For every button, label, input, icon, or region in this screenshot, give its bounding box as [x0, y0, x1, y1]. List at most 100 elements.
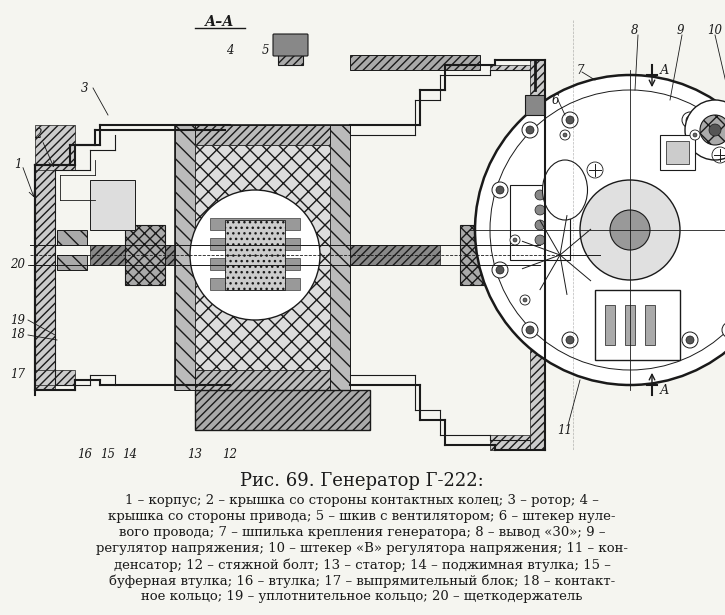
Circle shape: [722, 322, 725, 338]
Text: 7: 7: [576, 63, 584, 76]
Circle shape: [700, 115, 725, 145]
Bar: [175, 370, 350, 390]
Circle shape: [566, 116, 574, 124]
Circle shape: [535, 205, 545, 215]
Text: 4: 4: [226, 44, 233, 57]
Text: крышка со стороны привода; 5 – шкив с вентилятором; 6 – штекер нуле-: крышка со стороны привода; 5 – шкив с ве…: [108, 510, 616, 523]
Circle shape: [496, 186, 504, 194]
Circle shape: [686, 336, 694, 344]
Bar: [35, 125, 75, 170]
Circle shape: [722, 122, 725, 138]
Circle shape: [545, 240, 575, 270]
Circle shape: [526, 126, 534, 134]
Circle shape: [610, 210, 650, 250]
Circle shape: [523, 298, 527, 302]
Text: 17: 17: [10, 368, 25, 381]
Bar: [225, 220, 285, 290]
Bar: [175, 125, 195, 390]
Bar: [530, 60, 545, 450]
Circle shape: [190, 190, 320, 320]
Bar: [605, 305, 615, 345]
Text: 19: 19: [10, 314, 25, 327]
Text: ное кольцо; 19 – уплотнительное кольцо; 20 – щеткодержатель: ное кольцо; 19 – уплотнительное кольцо; …: [141, 590, 583, 603]
Bar: [625, 305, 635, 345]
Text: 13: 13: [188, 448, 202, 461]
Circle shape: [526, 326, 534, 334]
Circle shape: [686, 116, 694, 124]
Circle shape: [522, 122, 538, 138]
Circle shape: [685, 100, 725, 160]
Bar: [595, 290, 680, 360]
Text: А: А: [660, 384, 669, 397]
Circle shape: [560, 130, 570, 140]
Circle shape: [709, 124, 721, 136]
Bar: [195, 390, 370, 430]
Text: 15: 15: [101, 448, 115, 461]
Text: регулятор напряжения; 10 – штекер «В» регулятора напряжения; 11 – кон-: регулятор напряжения; 10 – штекер «В» ре…: [96, 542, 628, 555]
Text: 14: 14: [123, 448, 138, 461]
Circle shape: [535, 220, 545, 230]
Text: 12: 12: [223, 448, 238, 461]
Text: 16: 16: [78, 448, 93, 461]
Circle shape: [522, 322, 538, 338]
Text: 11: 11: [558, 424, 573, 437]
Bar: [666, 141, 689, 164]
Circle shape: [682, 112, 698, 128]
Circle shape: [492, 182, 508, 198]
Text: 2: 2: [34, 129, 42, 141]
Text: 3: 3: [81, 82, 88, 95]
Bar: [195, 145, 330, 370]
Text: 1 – корпус; 2 – крышка со стороны контактных колец; 3 – ротор; 4 –: 1 – корпус; 2 – крышка со стороны контак…: [125, 494, 599, 507]
Bar: [210, 258, 300, 270]
Text: денсатор; 12 – стяжной болт; 13 – статор; 14 – поджимная втулка; 15 –: денсатор; 12 – стяжной болт; 13 – статор…: [114, 558, 610, 571]
Bar: [57, 230, 87, 245]
Bar: [645, 305, 655, 345]
Bar: [210, 218, 300, 230]
Bar: [35, 165, 55, 390]
Circle shape: [520, 295, 530, 305]
Bar: [175, 125, 350, 145]
Text: А–А: А–А: [205, 15, 235, 29]
Circle shape: [563, 133, 567, 137]
Circle shape: [496, 266, 504, 274]
Bar: [350, 55, 480, 70]
Bar: [90, 180, 135, 230]
Circle shape: [535, 190, 545, 200]
Ellipse shape: [542, 160, 587, 220]
Bar: [525, 95, 545, 115]
Text: 18: 18: [10, 328, 25, 341]
Circle shape: [475, 75, 725, 385]
Circle shape: [682, 332, 698, 348]
Bar: [210, 238, 300, 250]
Text: вого провода; 7 – шпилька крепления генератора; 8 – вывод «30»; 9 –: вого провода; 7 – шпилька крепления гене…: [119, 526, 605, 539]
Circle shape: [513, 238, 517, 242]
Circle shape: [580, 180, 680, 280]
Text: А: А: [660, 63, 669, 76]
Bar: [490, 65, 530, 70]
Circle shape: [566, 336, 574, 344]
Text: 8: 8: [631, 23, 639, 36]
Text: 6: 6: [551, 93, 559, 106]
Bar: [460, 225, 505, 285]
Text: буферная втулка; 16 – втулка; 17 – выпрямительный блок; 18 – контакт-: буферная втулка; 16 – втулка; 17 – выпря…: [109, 574, 615, 587]
FancyBboxPatch shape: [273, 34, 308, 56]
Text: Рис. 69. Генератор Г-222:: Рис. 69. Генератор Г-222:: [240, 472, 484, 490]
Bar: [330, 125, 350, 390]
Circle shape: [693, 133, 697, 137]
Bar: [35, 370, 75, 385]
Text: 1: 1: [14, 159, 22, 172]
Text: 9: 9: [676, 23, 684, 36]
Circle shape: [535, 235, 545, 245]
Bar: [660, 135, 695, 170]
Circle shape: [690, 130, 700, 140]
Bar: [210, 278, 300, 290]
Circle shape: [510, 235, 520, 245]
Text: 20: 20: [10, 258, 25, 271]
Circle shape: [492, 262, 508, 278]
Circle shape: [562, 332, 578, 348]
Text: 5: 5: [261, 44, 269, 57]
Bar: [57, 255, 87, 270]
Bar: [490, 435, 530, 450]
Bar: [125, 225, 165, 285]
Bar: [510, 185, 570, 260]
